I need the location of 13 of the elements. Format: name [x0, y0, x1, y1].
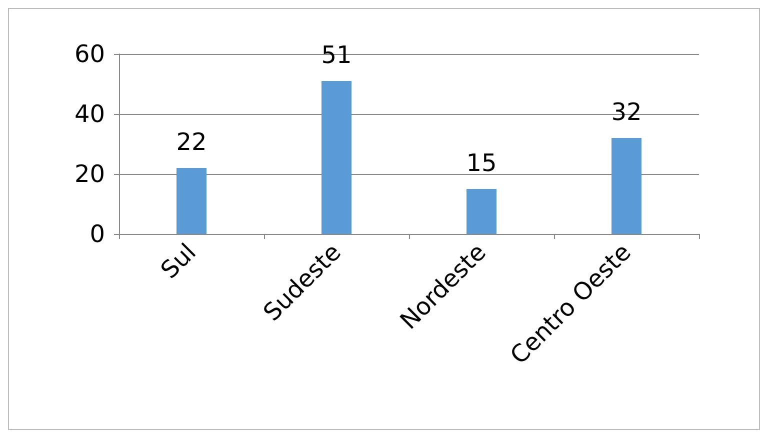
data-label: 32 — [611, 98, 642, 126]
data-label: 22 — [176, 128, 207, 156]
y-tick-label: 40 — [74, 100, 105, 128]
y-tick-label: 60 — [74, 40, 105, 68]
bar — [322, 81, 352, 234]
y-tick-label: 0 — [90, 220, 105, 248]
x-tick-label: Sul — [155, 238, 202, 284]
y-tick-label: 20 — [74, 160, 105, 188]
bar — [612, 138, 642, 234]
data-label: 51 — [321, 41, 352, 69]
bar — [466, 189, 496, 234]
bar — [176, 168, 206, 234]
data-label: 15 — [466, 149, 497, 177]
